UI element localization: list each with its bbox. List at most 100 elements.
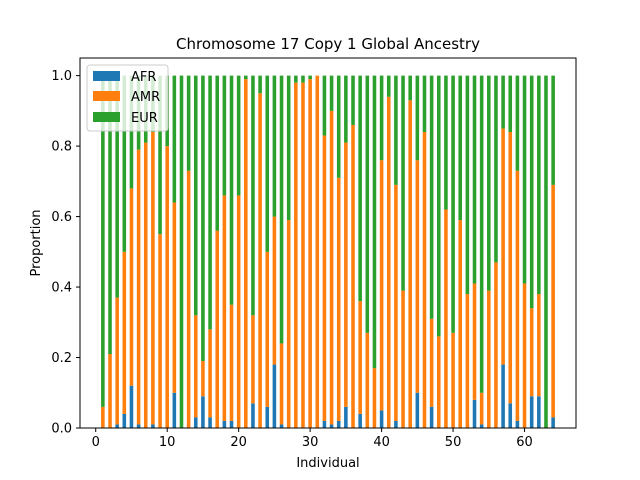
bar-eur-individual-38 [365,75,370,333]
bar-amr-individual-21 [244,79,248,428]
bar-eur-individual-26 [279,75,284,344]
bar-amr-individual-19 [229,304,234,421]
bar-afr-individual-18 [222,420,227,428]
bar-amr-individual-14 [193,315,198,418]
bar-eur-individual-54 [479,75,484,393]
bar-eur-individual-40 [379,75,384,161]
bar-amr-individual-29 [301,82,305,429]
bar-eur-individual-45 [415,75,420,161]
bar-eur-individual-50 [451,75,455,333]
bar-afr-individual-34 [336,420,341,428]
bar-eur-individual-23 [258,75,262,94]
bar-amr-individual-15 [201,361,205,397]
bar-amr-individual-3 [115,297,119,425]
bar-afr-individual-45 [415,392,420,428]
bar-eur-individual-63 [544,75,548,429]
bar-amr-individual-25 [272,216,277,365]
bar-afr-individual-59 [515,420,520,428]
bar-eur-individual-49 [444,75,448,210]
bar-amr-individual-49 [444,209,448,428]
bar-afr-individual-62 [537,396,541,428]
bar-eur-individual-29 [301,75,305,83]
bar-amr-individual-56 [494,262,498,428]
x-tick-label: 60 [516,435,533,450]
bar-amr-individual-43 [401,290,405,428]
bar-amr-individual-18 [222,195,227,421]
bar-eur-individual-25 [272,75,277,217]
bar-eur-individual-34 [336,75,341,178]
x-tick-label: 30 [302,435,319,450]
bar-eur-individual-47 [429,75,434,319]
bar-afr-individual-35 [344,406,348,428]
x-tick-label: 0 [92,435,100,450]
bar-eur-individual-55 [487,75,491,291]
legend-swatch-eur [93,112,120,122]
bar-amr-individual-6 [136,149,141,425]
bar-amr-individual-24 [265,251,270,407]
bar-eur-individual-58 [508,75,513,132]
bar-afr-individual-15 [201,396,205,428]
bar-amr-individual-13 [186,170,191,428]
y-axis-title: Proportion [29,209,44,276]
legend-label-amr: AMR [131,90,160,105]
bar-afr-individual-22 [251,403,255,428]
bar-amr-individual-16 [208,329,212,418]
bar-eur-individual-1 [101,75,105,407]
bar-eur-individual-57 [501,75,505,129]
bar-amr-individual-41 [386,96,391,428]
bar-eur-individual-51 [458,75,462,221]
bar-eur-individual-64 [551,75,555,185]
bar-afr-individual-11 [172,392,177,428]
bar-afr-individual-53 [472,399,477,428]
y-axis-ticks: 0.0 0.2 0.4 0.6 0.8 1.0 [51,69,80,437]
bar-eur-individual-22 [251,75,255,316]
bar-amr-individual-64 [551,184,555,418]
bar-eur-individual-11 [172,75,177,203]
x-tick-label: 50 [445,435,462,450]
bar-eur-individual-59 [515,75,520,171]
bar-afr-individual-25 [272,364,277,428]
bar-amr-individual-54 [479,392,484,425]
bar-amr-individual-40 [379,160,384,411]
x-tick-label: 20 [230,435,247,450]
bar-amr-individual-38 [365,332,370,428]
bar-amr-individual-1 [101,406,105,428]
bar-afr-individual-4 [122,413,127,428]
plot-area-frame [79,57,577,429]
legend-swatch-amr [93,91,120,101]
bar-eur-individual-42 [394,75,398,185]
bar-amr-individual-60 [522,283,527,428]
bar-afr-individual-32 [322,420,327,428]
bar-amr-individual-30 [308,79,312,428]
bar-amr-individual-2 [108,354,112,428]
bar-eur-individual-4 [122,75,127,252]
bar-afr-individual-5 [129,385,134,428]
bar-eur-individual-48 [436,75,441,337]
bar-afr-individual-24 [265,406,270,428]
bar-amr-individual-50 [451,332,455,428]
bar-amr-individual-33 [329,110,334,425]
y-tick-label: 0.4 [51,281,72,296]
bar-amr-individual-22 [251,315,255,404]
bar-afr-individual-61 [529,396,534,428]
legend-label-eur: EUR [131,111,158,126]
bar-eur-individual-3 [115,75,119,298]
bar-amr-individual-59 [515,170,520,421]
y-tick-label: 0.6 [51,210,72,225]
bar-amr-individual-55 [487,290,491,428]
bar-amr-individual-61 [529,308,534,397]
bar-eur-individual-17 [215,75,220,231]
bar-amr-individual-35 [344,142,348,407]
bar-amr-individual-9 [158,234,162,428]
bar-amr-individual-37 [358,301,362,414]
bar-eur-individual-20 [236,75,241,196]
bar-eur-individual-35 [344,75,348,143]
bar-amr-individual-8 [151,132,155,425]
bar-eur-individual-44 [408,75,412,101]
bar-eur-individual-53 [472,75,477,284]
x-tick-label: 10 [159,435,176,450]
bar-amr-individual-45 [415,160,420,393]
bar-amr-individual-28 [294,82,298,429]
bar-amr-individual-26 [279,343,284,425]
bar-eur-individual-28 [294,75,298,83]
